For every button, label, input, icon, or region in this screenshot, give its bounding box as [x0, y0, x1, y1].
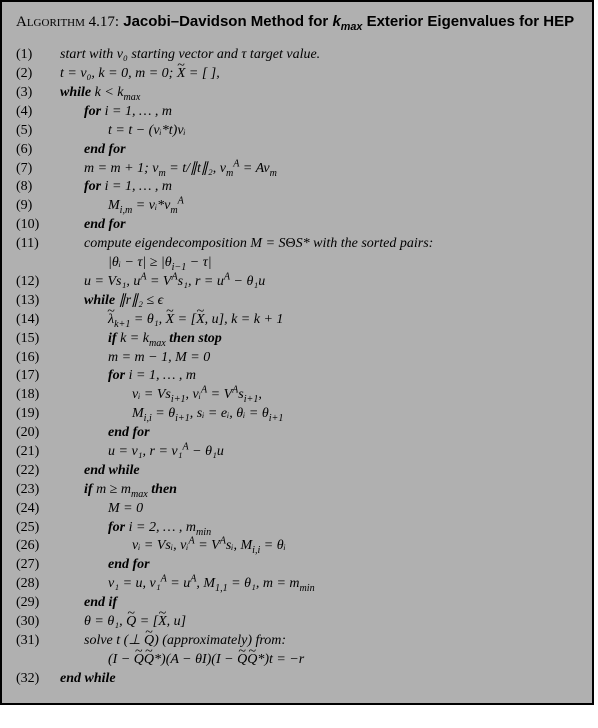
algo-line: (24)M = 0 [16, 500, 578, 519]
algo-number: Algorithm 4.17: [16, 14, 119, 30]
algorithm-box: Algorithm 4.17: Jacobi–Davidson Method f… [0, 0, 594, 705]
algo-line: (11)compute eigendecomposition M = SΘS* … [16, 235, 578, 254]
algo-line: |θᵢ − τ| ≥ |θi−1 − τ| [16, 254, 578, 273]
algo-line: (31)solve t (⊥ Q) (approximately) from: [16, 632, 578, 651]
algo-line: (7)m = m + 1; vm = t/∥t∥₂, vmA = Avm [16, 160, 578, 179]
algo-line: (19)Mi,i = θi+1, sᵢ = eᵢ, θᵢ = θi+1 [16, 405, 578, 424]
algo-line: (22)end while [16, 462, 578, 481]
algo-line: (21)u = v₁, r = v₁A − θ₁u [16, 443, 578, 462]
algo-line: (1)start with v₀ starting vector and τ t… [16, 46, 578, 65]
algorithm-title: Algorithm 4.17: Jacobi–Davidson Method f… [16, 12, 578, 32]
algo-line: (30)θ = θ₁, Q = [X, u] [16, 613, 578, 632]
algo-line: (6)end for [16, 141, 578, 160]
algo-line: (3)while k < kmax [16, 84, 578, 103]
algo-line: (23)if m ≥ mmax then [16, 481, 578, 500]
algo-line: (17)for i = 1, … , m [16, 367, 578, 386]
algo-line: (9)Mi,m = vᵢ*vmA [16, 197, 578, 216]
algo-line: (25)for i = 2, … , mmin [16, 519, 578, 538]
algo-line: (14)λk+1 = θ₁, X = [X, u], k = k + 1 [16, 311, 578, 330]
algo-line: (I − QQ*)(A − θI)(I − QQ*)t = −r [16, 651, 578, 670]
algo-line: (27)end for [16, 556, 578, 575]
algo-line: (16)m = m − 1, M = 0 [16, 349, 578, 368]
algo-line: (2)t = v₀, k = 0, m = 0; X = [ ], [16, 65, 578, 84]
algo-line: (32)end while [16, 670, 578, 689]
algo-line: (4)for i = 1, … , m [16, 103, 578, 122]
algo-line: (18)vᵢ = Vsi+1, vᵢA = VAsi+1, [16, 386, 578, 405]
algo-line: (12)u = Vs₁, uA = VAs₁, r = uA − θ₁u [16, 273, 578, 292]
algo-line: (29)end if [16, 594, 578, 613]
algo-line: (26)vᵢ = Vsᵢ, vᵢA = VAsᵢ, Mi,i = θᵢ [16, 537, 578, 556]
algo-line: (10)end for [16, 216, 578, 235]
algo-line: (5)t = t − (vᵢ*t)vᵢ [16, 122, 578, 141]
algo-line: (8)for i = 1, … , m [16, 178, 578, 197]
algo-line: (13)while ∥r∥₂ ≤ ϵ [16, 292, 578, 311]
algo-line: (15)if k = kmax then stop [16, 330, 578, 349]
algo-line: (28)v₁ = u, v₁A = uA, M1,1 = θ₁, m = mmi… [16, 575, 578, 594]
algo-line: (20)end for [16, 424, 578, 443]
